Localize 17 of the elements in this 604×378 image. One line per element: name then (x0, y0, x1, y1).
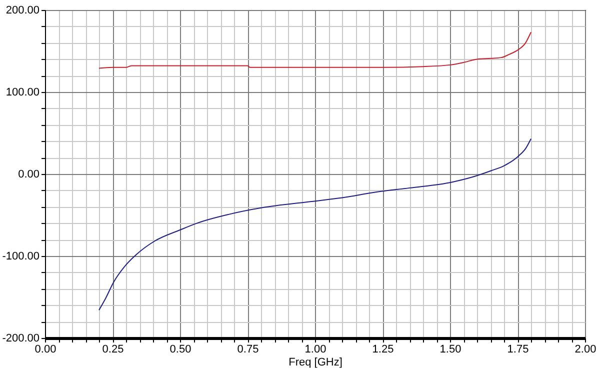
x-tick-label: 0.25 (102, 344, 124, 356)
x-axis-title: Freq [GHz] (288, 356, 342, 368)
x-tick-label: 1.25 (372, 344, 394, 356)
x-tick-label: 0.00 (34, 344, 56, 356)
x-tick-label: 1.00 (304, 344, 326, 356)
y-tick-label: 100.00 (6, 86, 40, 98)
x-tick-label: 1.50 (440, 344, 462, 356)
x-tick-label: 0.50 (170, 344, 192, 356)
y-tick-label: -200.00 (2, 332, 40, 344)
y-tick-label: 0.00 (18, 168, 40, 180)
x-tick-label: 2.00 (574, 344, 596, 356)
y-tick-label: 200.00 (6, 4, 40, 16)
line-series (98, 138, 532, 311)
x-tick-label: 0.75 (237, 344, 259, 356)
y-tick-label: -100.00 (2, 250, 40, 262)
x-tick-label: 1.75 (507, 344, 529, 356)
line-series (98, 32, 532, 69)
